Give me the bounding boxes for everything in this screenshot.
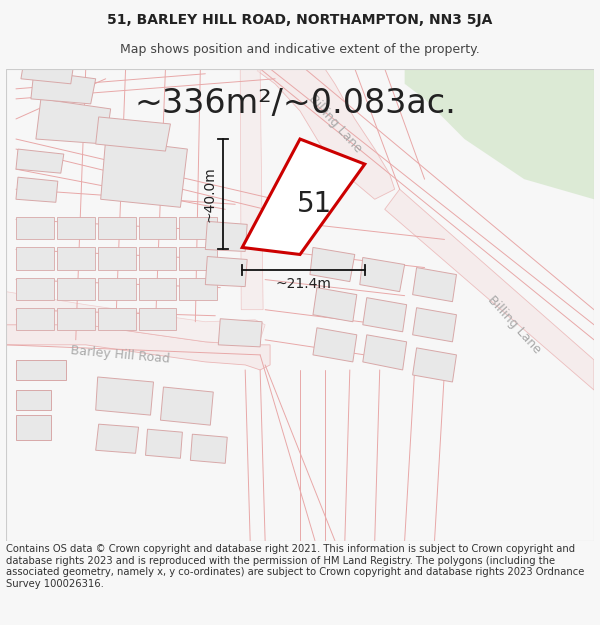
Polygon shape [16, 248, 54, 269]
Polygon shape [16, 415, 51, 440]
Polygon shape [179, 248, 217, 269]
Text: Barley Hill Road: Barley Hill Road [70, 344, 171, 366]
Polygon shape [57, 217, 95, 239]
Polygon shape [16, 217, 54, 239]
Polygon shape [57, 248, 95, 269]
Polygon shape [218, 319, 262, 347]
Polygon shape [57, 278, 95, 299]
Polygon shape [139, 217, 176, 239]
Polygon shape [413, 308, 457, 342]
Polygon shape [363, 298, 407, 332]
Polygon shape [257, 69, 395, 199]
Polygon shape [16, 360, 66, 380]
Polygon shape [313, 288, 357, 322]
Text: 51, BARLEY HILL ROAD, NORTHAMPTON, NN3 5JA: 51, BARLEY HILL ROAD, NORTHAMPTON, NN3 5… [107, 12, 493, 27]
Polygon shape [160, 387, 213, 425]
Polygon shape [6, 325, 270, 370]
Polygon shape [57, 308, 95, 330]
Polygon shape [16, 308, 54, 330]
Polygon shape [101, 139, 187, 208]
Polygon shape [21, 61, 74, 84]
Polygon shape [95, 377, 154, 415]
Polygon shape [139, 248, 176, 269]
Polygon shape [16, 149, 64, 173]
Polygon shape [139, 278, 176, 299]
Text: ~336m²/~0.083ac.: ~336m²/~0.083ac. [134, 88, 456, 121]
Polygon shape [310, 248, 355, 282]
Text: Billing Lane: Billing Lane [305, 92, 364, 156]
Text: Map shows position and indicative extent of the property.: Map shows position and indicative extent… [120, 42, 480, 56]
Polygon shape [360, 258, 404, 292]
Polygon shape [240, 69, 263, 310]
Polygon shape [179, 217, 217, 239]
Polygon shape [98, 248, 136, 269]
Polygon shape [242, 139, 365, 254]
Polygon shape [205, 221, 247, 251]
Polygon shape [139, 308, 176, 330]
Text: Contains OS data © Crown copyright and database right 2021. This information is : Contains OS data © Crown copyright and d… [6, 544, 584, 589]
Polygon shape [205, 256, 247, 287]
Text: ~21.4m: ~21.4m [275, 277, 331, 291]
Text: 51: 51 [298, 190, 332, 218]
Polygon shape [313, 328, 357, 362]
Polygon shape [404, 69, 594, 199]
Polygon shape [98, 308, 136, 330]
Polygon shape [413, 348, 457, 382]
Polygon shape [385, 189, 594, 390]
Polygon shape [146, 429, 182, 458]
Polygon shape [98, 217, 136, 239]
Polygon shape [16, 390, 51, 410]
Polygon shape [413, 268, 457, 302]
Polygon shape [98, 278, 136, 299]
Polygon shape [31, 71, 95, 104]
Text: Billing Lane: Billing Lane [485, 293, 544, 356]
Polygon shape [95, 117, 170, 151]
Polygon shape [16, 177, 58, 202]
Polygon shape [190, 434, 227, 463]
Polygon shape [95, 424, 139, 453]
Polygon shape [16, 278, 54, 299]
Polygon shape [179, 278, 217, 299]
Polygon shape [363, 335, 407, 370]
Text: ~40.0m: ~40.0m [202, 166, 217, 222]
Polygon shape [36, 99, 110, 144]
Polygon shape [6, 292, 265, 345]
